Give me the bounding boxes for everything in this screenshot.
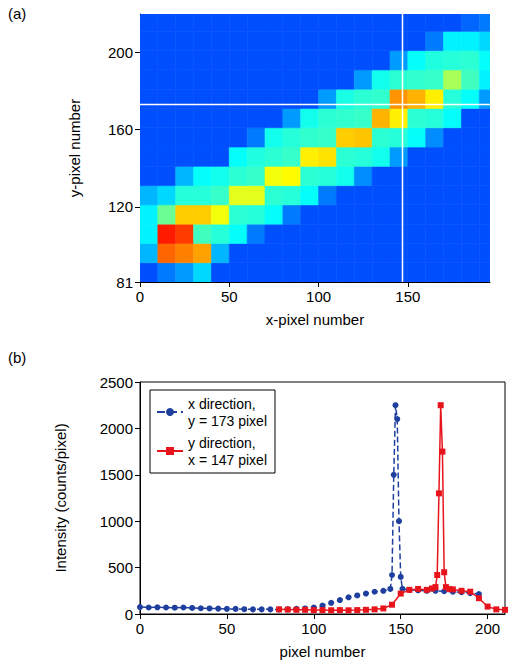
svg-text:500: 500 xyxy=(108,559,133,576)
svg-text:100: 100 xyxy=(301,620,326,637)
svg-text:100: 100 xyxy=(306,288,331,305)
svg-text:0: 0 xyxy=(136,288,144,305)
svg-text:150: 150 xyxy=(388,620,413,637)
svg-text:pixel number: pixel number xyxy=(280,643,366,660)
svg-text:(b): (b) xyxy=(8,349,26,366)
svg-text:50: 50 xyxy=(221,288,238,305)
svg-text:Intensity (counts/pixel): Intensity (counts/pixel) xyxy=(52,423,69,572)
svg-text:150: 150 xyxy=(395,288,420,305)
svg-text:2000: 2000 xyxy=(100,420,133,437)
svg-text:81: 81 xyxy=(116,274,133,291)
svg-text:2500: 2500 xyxy=(100,374,133,391)
svg-text:1000: 1000 xyxy=(100,513,133,530)
svg-text:160: 160 xyxy=(108,121,133,138)
svg-text:x-pixel number: x-pixel number xyxy=(266,311,364,328)
svg-text:y = 173 pixel: y = 173 pixel xyxy=(188,413,267,429)
svg-text:y-pixel number: y-pixel number xyxy=(66,99,83,197)
svg-text:120: 120 xyxy=(108,198,133,215)
svg-text:1500: 1500 xyxy=(100,466,133,483)
svg-text:y direction,: y direction, xyxy=(188,435,256,451)
svg-text:x = 147 pixel: x = 147 pixel xyxy=(188,452,267,468)
svg-text:200: 200 xyxy=(475,620,500,637)
svg-text:200: 200 xyxy=(108,44,133,61)
svg-text:0: 0 xyxy=(136,620,144,637)
svg-text:(a): (a) xyxy=(8,5,26,22)
svg-text:0: 0 xyxy=(125,606,133,623)
svg-text:x direction,: x direction, xyxy=(188,396,256,412)
svg-text:50: 50 xyxy=(219,620,236,637)
